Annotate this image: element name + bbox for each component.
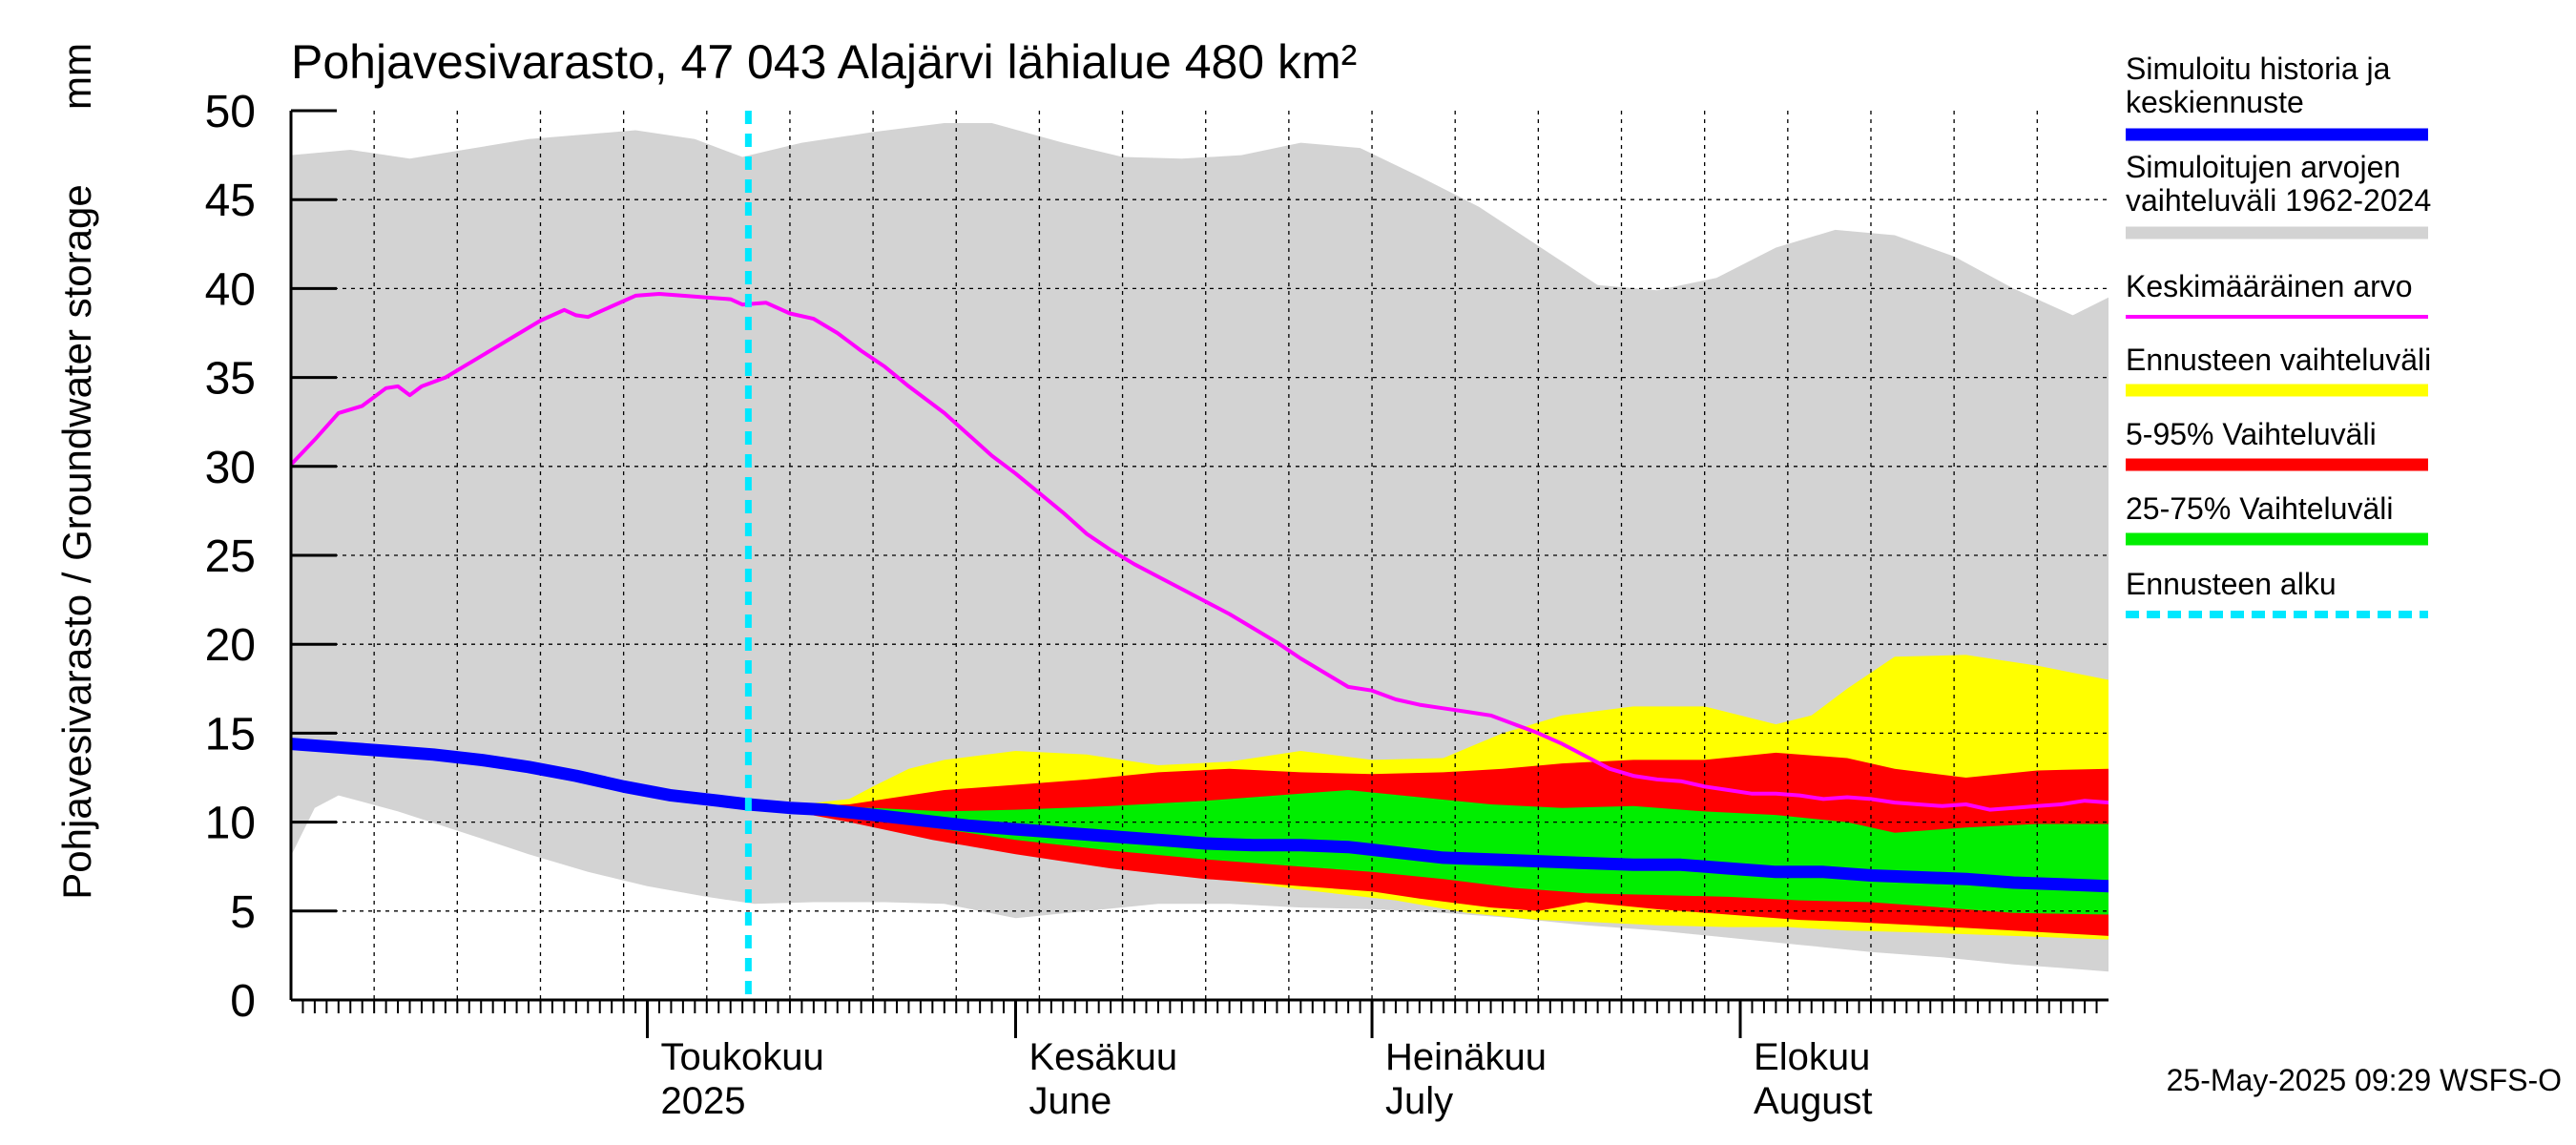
legend-label: 25-75% Vaihteluväli bbox=[2126, 491, 2393, 526]
y-tick-label: 50 bbox=[205, 87, 256, 137]
y-tick-label: 20 bbox=[205, 620, 256, 671]
y-tick-label: 0 bbox=[230, 976, 256, 1027]
axes: 05101520253035404550Toukokuu2025KesäkuuJ… bbox=[205, 87, 2109, 1122]
x-month-label: Heinäkuu bbox=[1385, 1036, 1547, 1078]
x-month-label: Toukokuu bbox=[661, 1036, 824, 1078]
y-axis-unit: mm bbox=[54, 43, 99, 110]
chart-title: Pohjavesivarasto, 47 043 Alajärvi lähial… bbox=[291, 35, 1357, 89]
x-month-sublabel: 2025 bbox=[661, 1080, 746, 1122]
legend-label: Simuloitu historia ja bbox=[2126, 52, 2391, 86]
x-month-sublabel: July bbox=[1385, 1080, 1453, 1122]
y-tick-label: 15 bbox=[205, 709, 256, 760]
series-lines bbox=[291, 111, 2109, 1000]
timestamp-footer: 25-May-2025 09:29 WSFS-O bbox=[2167, 1063, 2562, 1097]
y-tick-label: 35 bbox=[205, 354, 256, 405]
mean-line bbox=[291, 292, 2109, 812]
simulated-line bbox=[291, 738, 2109, 893]
x-month-label: Elokuu bbox=[1754, 1036, 1870, 1078]
y-tick-label: 40 bbox=[205, 264, 256, 315]
y-tick-label: 30 bbox=[205, 443, 256, 493]
x-month-sublabel: August bbox=[1754, 1080, 1873, 1122]
legend-label: Ennusteen alku bbox=[2126, 567, 2337, 601]
legend-label-line2: vaihteluväli 1962-2024 bbox=[2126, 183, 2431, 218]
legend-label: Ennusteen vaihteluväli bbox=[2126, 343, 2431, 377]
y-tick-label: 5 bbox=[230, 887, 256, 938]
y-tick-label: 25 bbox=[205, 531, 256, 582]
legend-label-line2: keskiennuste bbox=[2126, 85, 2304, 119]
x-month-label: Kesäkuu bbox=[1029, 1036, 1178, 1078]
legend-label: Simuloitujen arvojen bbox=[2126, 150, 2400, 184]
legend-label: 5-95% Vaihteluväli bbox=[2126, 417, 2377, 451]
y-tick-label: 10 bbox=[205, 799, 256, 849]
x-month-sublabel: June bbox=[1029, 1080, 1112, 1122]
y-axis-label: Pohjavesivarasto / Groundwater storage bbox=[54, 184, 99, 899]
legend-label: Keskimääräinen arvo bbox=[2126, 269, 2413, 303]
y-tick-label: 45 bbox=[205, 176, 256, 226]
